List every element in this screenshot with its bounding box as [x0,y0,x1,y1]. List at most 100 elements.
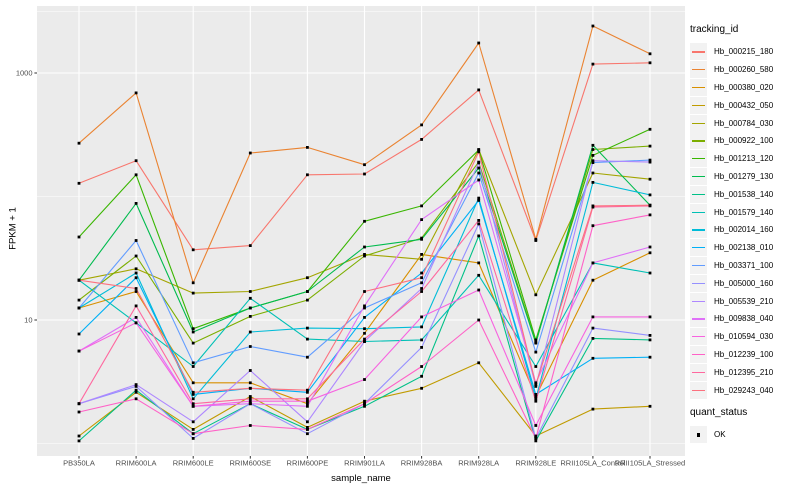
data-point [77,410,81,414]
x-tick-label: RRIM928BA [401,459,443,468]
legend-key-icon [690,239,707,257]
x-tick-label: RRIM928LE [515,459,556,468]
data-point [420,281,423,285]
data-point [534,237,538,241]
data-point [191,330,195,334]
data-point [420,218,423,221]
data-point [477,234,481,238]
x-tick-label: RRIM901LA [344,459,385,468]
legend-item-label: Hb_009838_040 [714,314,774,324]
x-tick-label: RRIM928LA [458,459,499,468]
legend-item: Hb_012239_100 [690,345,798,364]
legend-item: Hb_001279_130 [690,167,798,186]
x-tick-label: RRII105LA_Control [560,459,625,468]
data-point [534,350,538,354]
data-point [77,349,81,353]
legend-item: Hb_029243_040 [690,381,798,399]
data-point [420,138,423,141]
data-point [534,381,538,385]
data-point [248,395,252,398]
data-point [248,244,252,247]
data-point [134,173,138,177]
data-point [648,334,652,337]
legend-item: Hb_001538_140 [690,185,798,203]
data-point [248,424,252,427]
legend-item: Hb_005539_210 [690,292,798,310]
legend-item: Hb_002138_010 [690,239,798,257]
data-point [134,388,138,392]
data-point [134,290,138,293]
data-point [363,340,366,343]
x-tick-label: RRIM600SE [229,459,271,468]
data-point [648,271,652,275]
data-point [306,420,309,424]
data-point [77,306,81,310]
legend-key-icon [690,363,707,381]
legend-key-icon [690,274,707,292]
data-point [477,273,481,277]
legend-key-icon [690,96,707,114]
x-tick-label: RRII105LA_Stressed [615,459,685,468]
data-point [591,261,595,265]
data-point [648,315,652,319]
data-point [363,290,366,293]
data-point [191,361,195,365]
data-point [534,365,538,368]
data-point [363,253,366,256]
data-point [134,397,138,401]
data-point [191,381,195,385]
data-point [420,374,423,378]
legend-item-label: Hb_000432_050 [714,100,774,110]
data-point [420,204,423,208]
data-point [134,321,138,325]
data-point [248,399,252,403]
data-point [363,172,366,176]
data-point [477,261,481,265]
data-point [648,338,652,342]
data-point [648,203,652,207]
legend-title-quant-status: quant_status [690,406,748,418]
data-point [420,290,423,293]
data-point [191,397,195,401]
legend-key-icon [690,61,707,79]
data-point [134,316,138,319]
data-point [591,356,595,360]
data-point [191,281,195,285]
data-point [648,160,652,164]
data-point [477,171,481,175]
data-point [477,166,481,170]
legend-item-label: Hb_000922_100 [714,136,774,146]
data-point [191,402,195,406]
data-point [363,399,366,403]
data-point [191,341,195,345]
data-point [477,148,481,152]
data-point [134,254,138,258]
data-point [420,315,423,319]
data-point [534,395,538,398]
legend-item-label: Hb_000260_580 [714,65,774,75]
data-point [248,369,252,372]
data-point [134,276,138,280]
data-point [420,365,423,368]
data-point [534,341,538,345]
legend-item: Hb_000215_180 [690,43,798,61]
legend-item: Hb_000380_020 [690,78,798,97]
legend-key-icon [690,43,707,61]
data-point [420,123,423,127]
data-point [77,402,81,406]
data-point [648,193,652,197]
data-point [591,407,595,411]
data-point [306,337,309,341]
data-point [191,420,195,424]
data-point [420,287,423,290]
data-point [248,315,252,318]
legend-key-icon [690,345,707,363]
data-point [534,397,538,401]
data-point [648,177,652,181]
data-point [477,161,481,165]
data-point [591,24,595,28]
data-point [363,404,366,408]
legend-item-label: Hb_012395_210 [714,367,774,377]
data-point [306,426,309,429]
data-point [591,315,595,319]
